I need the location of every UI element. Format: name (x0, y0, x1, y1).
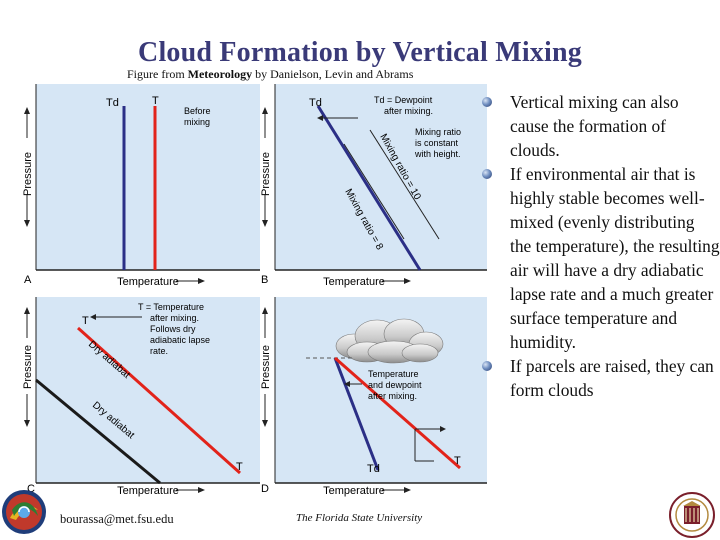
credit-prefix: Figure from (127, 67, 188, 81)
panel-a-td-label: Td (106, 97, 119, 109)
panel-b-legend-line2: after mixing. (384, 106, 433, 116)
credit-book: Meteorology (187, 67, 253, 81)
panel-c-legend-line4: adiabatic lapse (150, 335, 210, 345)
panel-b-letter: B (261, 274, 268, 286)
panel-d-note-line2: and dewpoint (368, 380, 422, 390)
panel-b-ratio-note-line1: Mixing ratio (415, 127, 461, 137)
panel-c-legend-line2: after mixing. (150, 313, 199, 323)
panel-d-temperature-line (334, 356, 461, 470)
panel-a-note-line2: mixing (184, 117, 210, 127)
panel-b-ratio-note-line2: is constant (415, 138, 459, 148)
bullet-dot-icon (482, 361, 492, 371)
panel-c-pressure-label: Pressure (22, 345, 34, 389)
panel-b-td-label: Td (309, 97, 322, 109)
cloud-illustration (335, 318, 444, 364)
panel-a-background (36, 84, 260, 270)
panel-c-t-top-label: T (82, 315, 89, 327)
credit-suffix: by Danielson, Levin and Abrams (252, 67, 414, 81)
panel-b-pressure-label: Pressure (260, 152, 272, 196)
panel-d-pressure-label: Pressure (260, 345, 272, 389)
panel-a-temperature-label: Temperature (117, 276, 179, 288)
panel-b-temperature-label: Temperature (323, 276, 385, 288)
panel-c-temperature-label: Temperature (117, 485, 179, 497)
panel-d-td-label: Td (367, 463, 380, 475)
panel-d: Pressure Temperature D Temperature and d… (260, 297, 487, 497)
bullet-list: Vertical mixing can also cause the forma… (478, 90, 720, 402)
bullet-dot-icon (482, 169, 492, 179)
panel-b-background (275, 84, 487, 270)
panel-c-legend-line5: rate. (150, 346, 168, 356)
panel-a-note-line1: Before (184, 106, 211, 116)
panel-c-legend-line1: T = Temperature (138, 302, 204, 312)
bullet-text: If parcels are raised, they can form clo… (510, 356, 714, 400)
panel-d-note-line1: Temperature (368, 369, 419, 379)
panel-b-dewpoint-line (316, 105, 422, 271)
panel-c: Pressure Temperature C T T = Temperature… (22, 297, 260, 497)
bullet-item: Vertical mixing can also cause the forma… (478, 90, 720, 162)
panel-c-t-right-label: T (236, 461, 243, 473)
panel-c-temperature-line (76, 326, 242, 475)
panel-d-dewpoint-line (333, 357, 380, 471)
panel-d-letter: D (261, 483, 269, 495)
panel-b: Pressure Temperature B Td Td = Dewpoint … (260, 84, 487, 288)
bullet-text: If environmental air that is highly stab… (510, 164, 720, 352)
panel-a-letter: A (24, 274, 32, 286)
panel-a-pressure-label: Pressure (22, 152, 34, 196)
footer-university: The Florida State University (296, 512, 423, 524)
bullet-dot-icon (482, 97, 492, 107)
fsu-seal-icon (669, 492, 715, 538)
panel-c-letter: C (27, 483, 35, 495)
bullet-text: Vertical mixing can also cause the forma… (510, 92, 679, 160)
panel-c-dry-adiabat-line (35, 378, 161, 485)
panel-b-ratio-note-line3: with height. (414, 149, 461, 159)
bullet-item: If parcels are raised, they can form clo… (478, 354, 720, 402)
panel-d-note-line3: after mixing. (368, 391, 417, 401)
panel-b-legend-line1: Td = Dewpoint (374, 95, 433, 105)
panel-d-temperature-label: Temperature (323, 485, 385, 497)
panel-c-legend-line3: Follows dry (150, 324, 196, 334)
footer-email: bourassa@met.fsu.edu (60, 512, 174, 526)
slide-title: Cloud Formation by Vertical Mixing (138, 37, 582, 68)
figure-credit: Figure from Meteorology by Danielson, Le… (127, 67, 413, 82)
bullet-item: If environmental air that is highly stab… (478, 162, 720, 354)
coaps-logo-icon (2, 490, 46, 534)
panel-a: Pressure Temperature A Td T Before mixin… (22, 84, 260, 288)
panel-d-t-label: T (454, 455, 461, 467)
vertical-mixing-diagram: Pressure Temperature A Td T Before mixin… (22, 84, 487, 497)
panel-a-t-label: T (152, 95, 159, 107)
